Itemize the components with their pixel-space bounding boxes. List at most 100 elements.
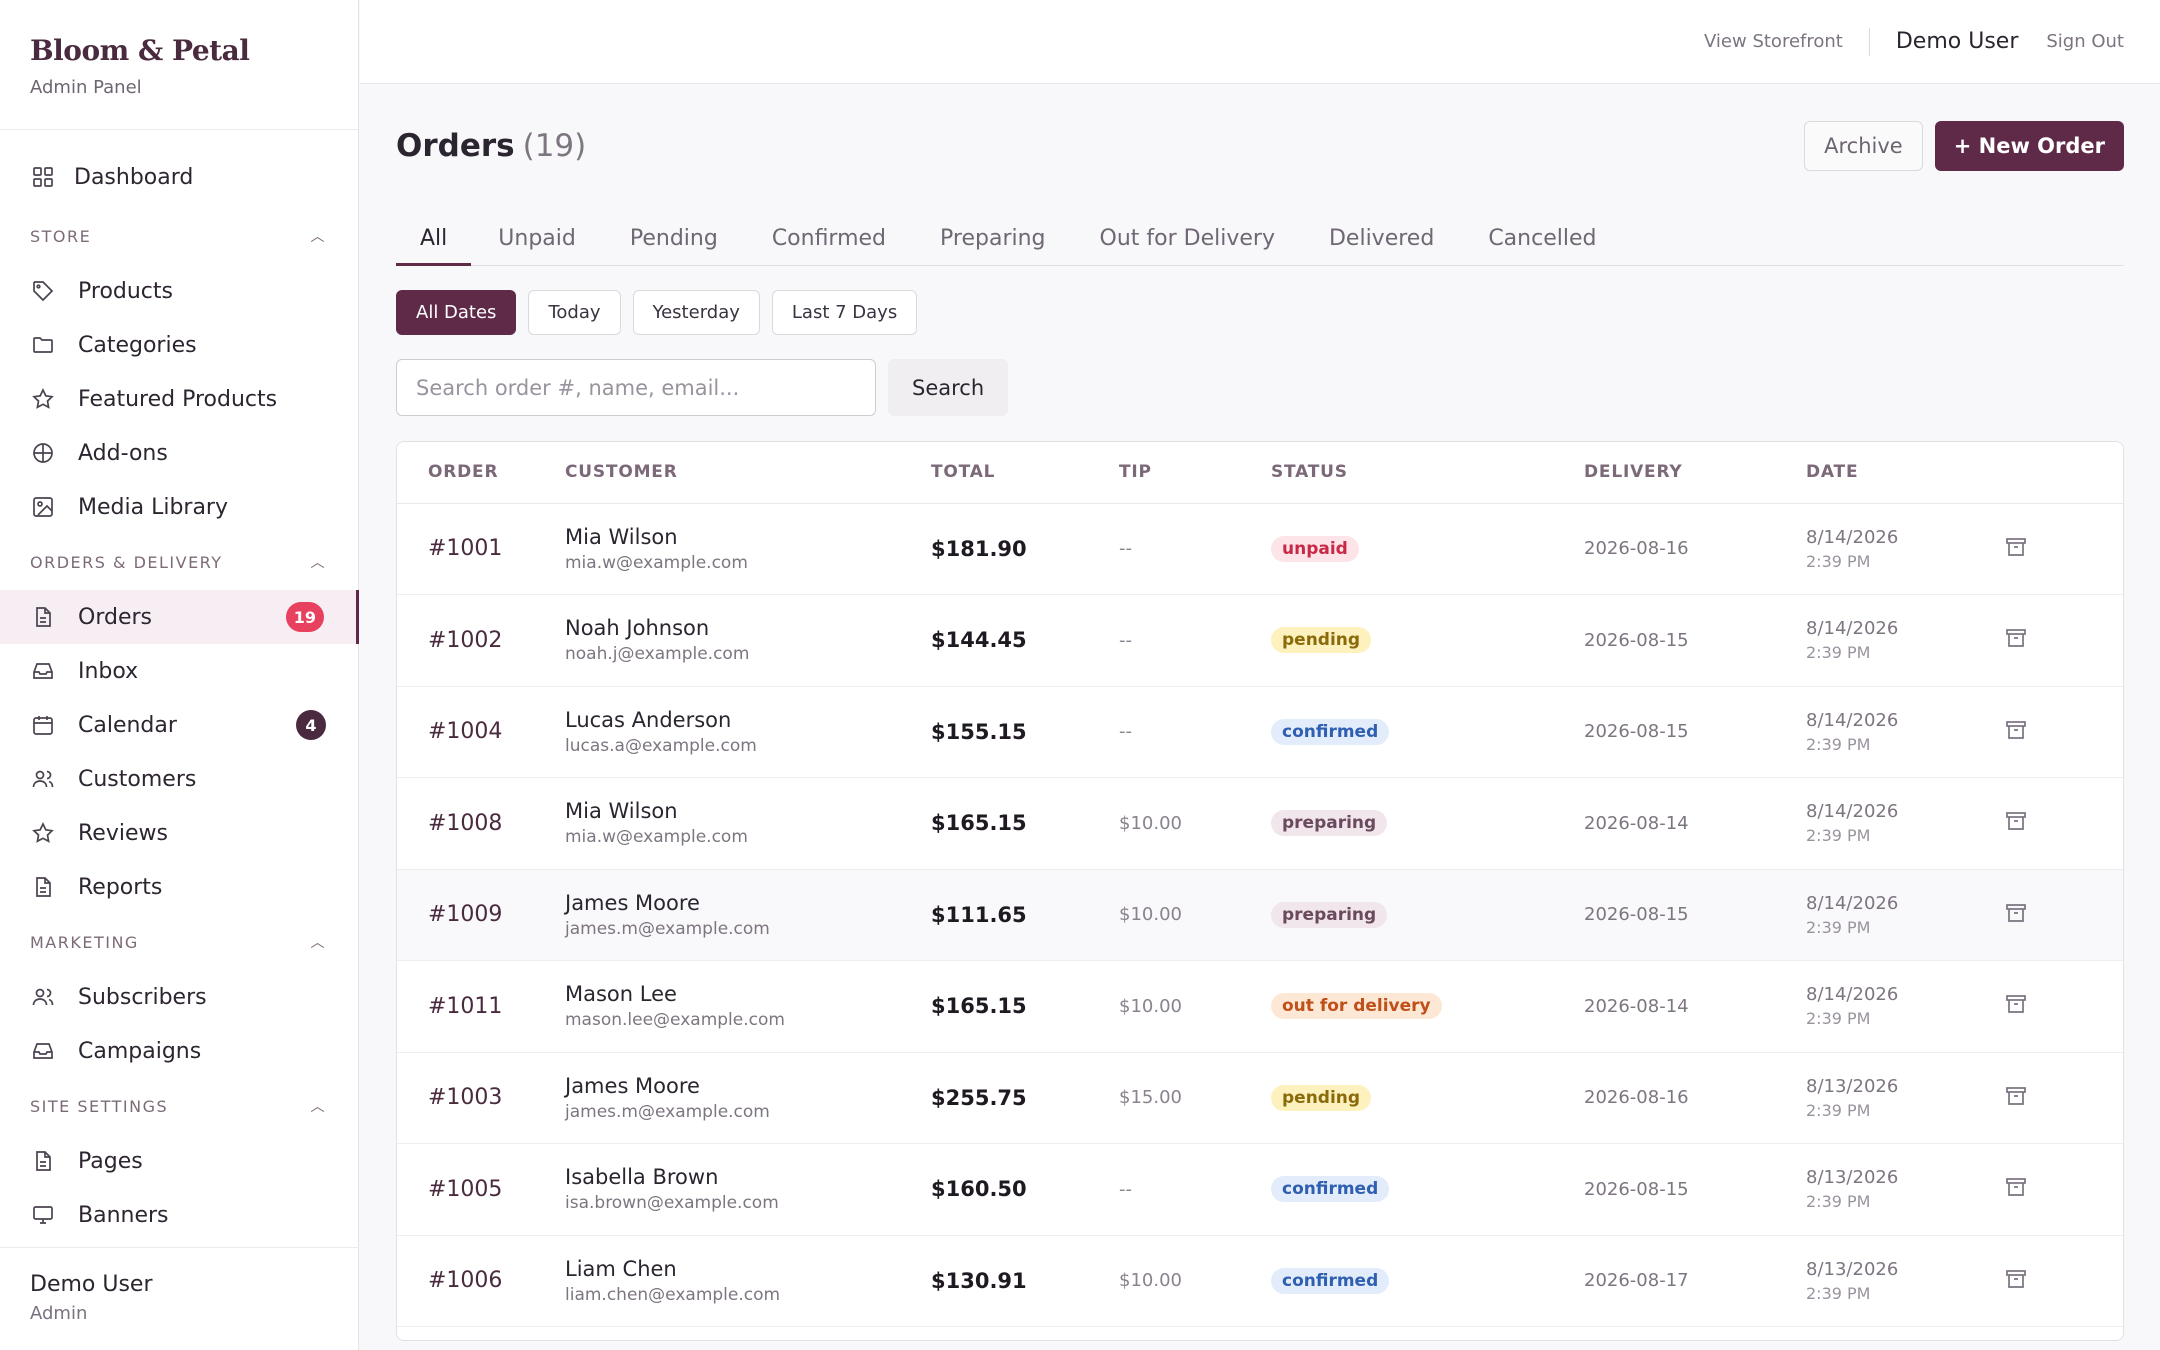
customer-name: Lucas Anderson: [565, 707, 732, 732]
archive-icon[interactable]: [2004, 537, 2028, 563]
archive-icon[interactable]: [2004, 1178, 2028, 1203]
order-number[interactable]: #1002: [397, 594, 565, 687]
status-badge: preparing: [1271, 810, 1388, 837]
order-number[interactable]: #1011: [397, 960, 565, 1053]
order-number[interactable]: #1001: [397, 503, 565, 595]
status-cell: out for delivery: [1271, 960, 1584, 1053]
section-title: STORE: [30, 226, 92, 246]
sidebar-item-products[interactable]: Products: [0, 264, 358, 318]
archive-row-button[interactable]: [2004, 1143, 2123, 1236]
section-site-settings[interactable]: SITE SETTINGS ︿: [0, 1078, 358, 1134]
archive-row-button[interactable]: [2004, 777, 2123, 870]
column-header-customer[interactable]: CUSTOMER: [565, 442, 931, 504]
sidebar-item-subscribers[interactable]: Subscribers: [0, 970, 358, 1024]
sidebar-item-dashboard[interactable]: Dashboard: [0, 150, 358, 204]
tab-out-for-delivery[interactable]: Out for Delivery: [1099, 226, 1275, 251]
sidebar-user-name: Demo User: [30, 1272, 153, 1297]
sidebar-item-pages[interactable]: Pages: [0, 1134, 358, 1188]
column-header-status[interactable]: STATUS: [1271, 442, 1584, 504]
new-order-button[interactable]: + New Order: [1934, 121, 2124, 171]
table-row[interactable]: #1003 James Moore james.m@example.com $25…: [397, 1052, 2123, 1144]
table-row[interactable]: #1006 Liam Chen liam.chen@example.com $13…: [397, 1235, 2123, 1327]
filter-last-7-days[interactable]: Last 7 Days: [771, 290, 918, 335]
column-header-delivery[interactable]: DELIVERY: [1584, 442, 1806, 504]
table-row[interactable]: #1011 Mason Lee mason.lee@example.com $16…: [397, 960, 2123, 1053]
table-row[interactable]: #1009 James Moore james.m@example.com $11…: [397, 869, 2123, 961]
star-icon: [30, 820, 56, 846]
archive-row-button[interactable]: [2004, 1235, 2123, 1327]
tab-unpaid[interactable]: Unpaid: [498, 226, 576, 251]
tab-all[interactable]: All: [396, 226, 472, 266]
users-icon: [30, 984, 56, 1010]
archive-icon[interactable]: [2004, 812, 2028, 837]
order-number[interactable]: #1006: [397, 1235, 565, 1327]
archive-row-button[interactable]: [2004, 503, 2123, 595]
sidebar-item-featured-products[interactable]: Featured Products: [0, 372, 358, 426]
sidebar-item-calendar[interactable]: Calendar 4: [0, 698, 358, 752]
sidebar-item-banners[interactable]: Banners: [0, 1188, 358, 1242]
column-header-date[interactable]: DATE: [1806, 442, 2004, 504]
archive-row-button[interactable]: [2004, 686, 2123, 778]
customer-cell: James Moore james.m@example.com: [565, 1052, 931, 1144]
sidebar-item-reports[interactable]: Reports: [0, 860, 358, 914]
filter-today[interactable]: Today: [528, 290, 621, 335]
calendar-count-badge: 4: [296, 710, 326, 740]
search-button[interactable]: Search: [888, 359, 1009, 416]
filter-all-dates[interactable]: All Dates: [396, 290, 517, 335]
table-row[interactable]: #1005 Isabella Brown isa.brown@example.co…: [397, 1143, 2123, 1236]
sidebar-user[interactable]: Demo User Admin: [0, 1247, 359, 1350]
search-input[interactable]: [396, 359, 876, 416]
archive-row-button[interactable]: [2004, 1052, 2123, 1144]
sidebar-item-orders[interactable]: Orders 19: [0, 590, 359, 644]
current-user[interactable]: Demo User: [1895, 29, 2019, 54]
sidebar-item-campaigns[interactable]: Campaigns: [0, 1024, 358, 1078]
customer-name: Noah Johnson: [565, 616, 710, 641]
order-number[interactable]: #1004: [397, 686, 565, 778]
sidebar-item-customers[interactable]: Customers: [0, 752, 358, 806]
archive-icon[interactable]: [2004, 995, 2028, 1020]
archive-row-button[interactable]: [2004, 869, 2123, 961]
sidebar-item-reviews[interactable]: Reviews: [0, 806, 358, 860]
section-marketing[interactable]: MARKETING ︿: [0, 914, 358, 970]
column-header-tip[interactable]: TIP: [1119, 442, 1271, 504]
order-number[interactable]: #1003: [397, 1052, 565, 1144]
filter-yesterday[interactable]: Yesterday: [632, 290, 760, 335]
sidebar-item-categories[interactable]: Categories: [0, 318, 358, 372]
tab-confirmed[interactable]: Confirmed: [771, 226, 887, 251]
tab-cancelled[interactable]: Cancelled: [1488, 226, 1597, 251]
sidebar-item-media-library[interactable]: Media Library: [0, 480, 358, 534]
archive-icon[interactable]: [2004, 903, 2028, 929]
order-number[interactable]: #1009: [397, 869, 565, 961]
sidebar-item-inbox[interactable]: Inbox: [0, 644, 358, 698]
sign-out-link[interactable]: Sign Out: [2046, 31, 2124, 52]
table-row[interactable]: #1002 Noah Johnson noah.j@example.com $14…: [397, 594, 2123, 687]
order-date: 8/13/2026: [1806, 1258, 1899, 1280]
table-row[interactable]: #1004 Lucas Anderson lucas.a@example.com …: [397, 686, 2123, 778]
archive-icon[interactable]: [2004, 1086, 2028, 1112]
sidebar-item-add-ons[interactable]: Add-ons: [0, 426, 358, 480]
customer-cell: Mia Wilson mia.w@example.com: [565, 777, 931, 870]
archive-icon[interactable]: [2004, 1269, 2028, 1295]
tab-delivered[interactable]: Delivered: [1328, 226, 1435, 251]
column-header-total[interactable]: TOTAL: [931, 442, 1119, 504]
archive-row-button[interactable]: [2004, 594, 2123, 687]
order-number[interactable]: #1008: [397, 777, 565, 870]
tab-preparing[interactable]: Preparing: [940, 226, 1046, 251]
order-time: 2:39 PM: [1806, 1283, 1871, 1303]
section-orders-delivery[interactable]: ORDERS & DELIVERY ︿: [0, 534, 358, 590]
section-store[interactable]: STORE ︿: [0, 208, 358, 264]
column-header-order[interactable]: ORDER: [397, 442, 565, 504]
archive-icon[interactable]: [2004, 629, 2028, 654]
tab-pending[interactable]: Pending: [629, 226, 718, 251]
order-number[interactable]: #1005: [397, 1143, 565, 1236]
brand-name[interactable]: Bloom & Petal: [30, 34, 250, 67]
table-row[interactable]: #1001 Mia Wilson mia.w@example.com $181.9…: [397, 503, 2123, 595]
status-tabs: All Unpaid Pending Confirmed Preparing O…: [396, 208, 2124, 266]
view-storefront-link[interactable]: View Storefront: [1704, 31, 1843, 52]
order-time: 2:39 PM: [1806, 1100, 1871, 1120]
table-row[interactable]: #1008 Mia Wilson mia.w@example.com $165.1…: [397, 777, 2123, 870]
archive-row-button[interactable]: [2004, 960, 2123, 1053]
archive-icon[interactable]: [2004, 720, 2028, 746]
page-actions: Archive + New Order: [1804, 121, 2124, 171]
archive-button[interactable]: Archive: [1804, 121, 1923, 171]
